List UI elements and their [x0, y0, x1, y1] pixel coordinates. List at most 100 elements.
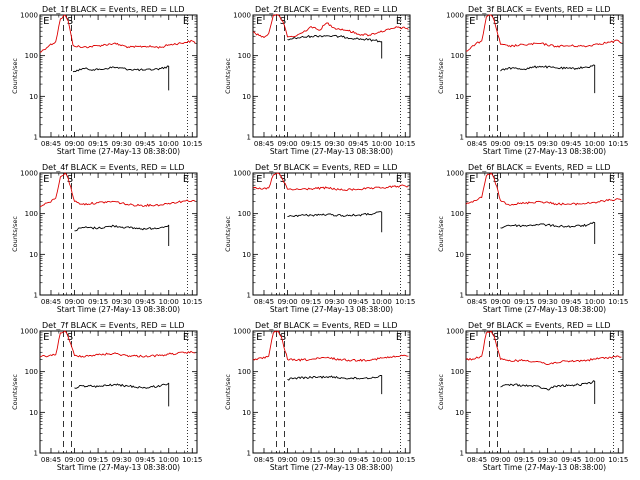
x-tick-label: 09:15: [301, 140, 321, 148]
event-marker-label: S: [493, 174, 499, 185]
y-tick-label: 10: [242, 251, 251, 259]
y-tick-label: 1: [34, 134, 38, 142]
event-marker-label: S: [67, 332, 73, 343]
x-tick-label: 08:45: [254, 456, 274, 464]
x-tick-label: 09:15: [88, 456, 108, 464]
event-marker-label: S: [280, 332, 286, 343]
x-tick-label: 09:45: [348, 456, 368, 464]
x-axis-title: Start Time (27-May-13 08:38:00): [57, 463, 180, 472]
x-tick-label: 09:15: [514, 140, 534, 148]
y-tick-label: 10: [455, 409, 464, 417]
x-tick-label: 09:30: [325, 140, 345, 148]
y-tick-label: 1: [34, 292, 38, 300]
x-tick-label: 09:00: [64, 140, 84, 148]
x-axis-title: Start Time (27-May-13 08:38:00): [270, 147, 393, 156]
x-tick-label: 10:15: [182, 456, 202, 464]
y-axis-title: Counts/sec: [11, 58, 19, 94]
y-tick-label: 100: [238, 368, 251, 376]
lld-series-line: [39, 14, 196, 53]
plot-frame: [252, 330, 411, 454]
y-tick-label: 1: [247, 450, 251, 458]
x-tick-label: 09:00: [490, 298, 510, 306]
y-tick-label: 1: [34, 450, 38, 458]
x-axis-title: Start Time (27-May-13 08:38:00): [57, 305, 180, 314]
event-marker-label: E: [256, 174, 262, 185]
x-tick-label: 09:45: [135, 456, 155, 464]
x-tick-label: 10:00: [585, 456, 605, 464]
event-marker-label: E: [183, 332, 189, 343]
y-axis-title: Counts/sec: [11, 374, 19, 410]
y-axis-title: Counts/sec: [224, 216, 232, 252]
x-tick-label: 09:00: [277, 140, 297, 148]
y-tick-label: 1000: [446, 12, 464, 20]
x-tick-label: 09:30: [112, 456, 132, 464]
panel-title: Det_5f BLACK = Events, RED = LLD: [255, 163, 398, 172]
panel-title: Det_7f BLACK = Events, RED = LLD: [42, 321, 185, 330]
lld-series-line: [39, 330, 196, 358]
x-tick-label: 10:15: [608, 456, 628, 464]
x-tick-label: 10:00: [372, 140, 392, 148]
detector-panel: Det_1f BLACK = Events, RED = LLD 1 10 100 10…: [11, 5, 202, 156]
x-tick-label: 09:45: [561, 140, 581, 148]
x-tick-label: 08:45: [254, 298, 274, 306]
x-tick-label: 08:45: [254, 140, 274, 148]
detector-panel: Det_8f BLACK = Events, RED = LLD 1 10 100 10…: [224, 321, 415, 472]
x-tick-label: 10:15: [395, 140, 415, 148]
x-tick-label: 09:15: [301, 456, 321, 464]
y-tick-label: 1: [247, 134, 251, 142]
x-tick-label: 10:00: [372, 456, 392, 464]
plot-frame: [252, 14, 411, 138]
plot-frame: [465, 172, 624, 296]
event-marker-label: E: [43, 16, 49, 27]
y-tick-label: 10: [29, 93, 38, 101]
y-axis-title: Counts/sec: [224, 374, 232, 410]
detector-panel: Det_6f BLACK = Events, RED = LLD 1 10 100 10…: [437, 163, 628, 314]
y-axis-title: Counts/sec: [224, 58, 232, 94]
x-tick-label: 09:00: [490, 456, 510, 464]
y-axis-title: Counts/sec: [437, 58, 445, 94]
event-marker-label: E: [256, 16, 262, 27]
x-axis-title: Start Time (27-May-13 08:38:00): [483, 305, 606, 314]
x-tick-label: 09:15: [301, 298, 321, 306]
x-tick-label: 08:45: [41, 140, 61, 148]
lld-series-line: [465, 14, 622, 52]
x-axis-title: Start Time (27-May-13 08:38:00): [483, 463, 606, 472]
panel-title: Det_6f BLACK = Events, RED = LLD: [468, 163, 611, 172]
x-tick-label: 08:45: [41, 456, 61, 464]
event-marker-label: E: [609, 174, 615, 185]
plot-frame: [465, 330, 624, 454]
x-tick-label: 09:00: [490, 140, 510, 148]
x-tick-label: 10:15: [182, 298, 202, 306]
event-marker-label: E: [609, 16, 615, 27]
events-series-line: [74, 224, 170, 246]
y-tick-label: 1000: [446, 170, 464, 178]
lld-series-line: [252, 172, 409, 192]
y-tick-label: 1: [247, 292, 251, 300]
events-series-line: [72, 65, 170, 91]
x-tick-label: 09:15: [514, 456, 534, 464]
y-tick-label: 10: [242, 93, 251, 101]
y-tick-label: 1000: [233, 170, 251, 178]
events-series-line: [500, 64, 596, 94]
events-series-line: [500, 380, 596, 404]
event-marker-label: E: [256, 332, 262, 343]
y-tick-label: 1000: [20, 12, 38, 20]
x-tick-label: 08:45: [467, 140, 487, 148]
panel-title: Det_9f BLACK = Events, RED = LLD: [468, 321, 611, 330]
x-tick-label: 10:15: [182, 140, 202, 148]
x-tick-label: 10:00: [585, 140, 605, 148]
detector-panel: Det_7f BLACK = Events, RED = LLD 1 10 100 10…: [11, 321, 202, 472]
x-tick-label: 09:30: [112, 140, 132, 148]
lld-series-line: [252, 330, 409, 362]
panel-title: Det_8f BLACK = Events, RED = LLD: [255, 321, 398, 330]
x-tick-label: 09:45: [561, 298, 581, 306]
plot-frame: [39, 330, 198, 454]
event-marker-label: E: [183, 174, 189, 185]
x-tick-label: 10:00: [159, 140, 179, 148]
y-tick-label: 10: [455, 93, 464, 101]
x-axis-title: Start Time (27-May-13 08:38:00): [57, 147, 180, 156]
x-tick-label: 09:15: [514, 298, 534, 306]
lld-series-line: [465, 330, 622, 365]
x-tick-label: 10:00: [372, 298, 392, 306]
